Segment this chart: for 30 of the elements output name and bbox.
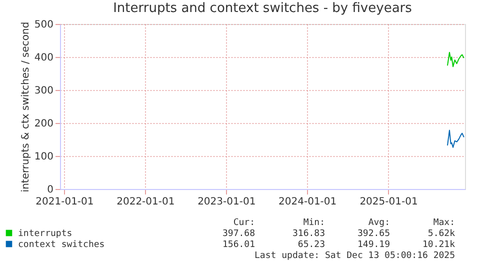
- text: Max:: [433, 218, 455, 228]
- text: 316.83: [292, 229, 325, 239]
- y-tick-label: 300: [34, 86, 54, 96]
- line-series: [446, 52, 464, 68]
- line-series: [446, 130, 464, 148]
- x-tick-label: 2021-01-01: [36, 196, 94, 208]
- y-tick-label: 400: [34, 52, 54, 64]
- y-tick-label: 200: [34, 118, 54, 130]
- y-axis-title: interrupts & ctx switches / second: [20, 22, 32, 192]
- x-tick-label: 2025-01-01: [360, 196, 418, 208]
- text: Last update: Sat Dec 13 05:00:16 2025: [254, 251, 455, 261]
- text: Avg:: [368, 218, 390, 228]
- legend-label: context switches: [18, 240, 105, 250]
- text: 10.21k: [422, 240, 456, 250]
- text: 149.19: [357, 240, 390, 250]
- y-tick-label: 100: [34, 152, 54, 162]
- legend-label: interrupts: [18, 229, 72, 239]
- text: 392.65: [357, 229, 390, 239]
- x-tick-label: 2024-01-01: [278, 196, 337, 208]
- y-tick-label: 0: [47, 184, 54, 196]
- x-tick-label: 2022-01-01: [116, 196, 175, 208]
- y-tick-label: 500: [34, 20, 54, 30]
- chart-title: Interrupts and context switches - by fiveyears: [113, 1, 412, 16]
- x-tick-label: 2023-01-01: [198, 196, 256, 208]
- text: 397.68: [222, 229, 255, 239]
- text: 5.62k: [428, 229, 456, 239]
- text: Cur:: [233, 218, 255, 228]
- text: 156.01: [222, 240, 255, 250]
- text: 65.23: [298, 240, 325, 250]
- text: Min:: [303, 218, 325, 228]
